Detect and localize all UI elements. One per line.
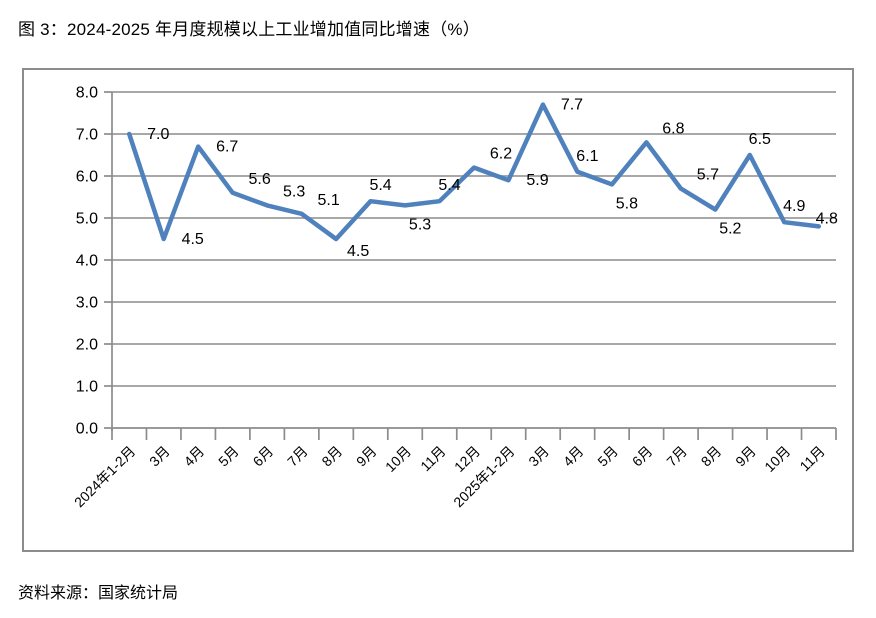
x-tick-label: 6月 (629, 443, 656, 470)
data-label: 4.5 (182, 231, 204, 248)
x-tick-label: 8月 (318, 443, 345, 470)
data-label: 6.2 (490, 146, 512, 163)
y-tick-label: 4.0 (76, 253, 98, 270)
x-tick-label: 11月 (796, 443, 827, 474)
data-label: 5.4 (438, 177, 460, 194)
data-label: 6.7 (216, 139, 238, 156)
x-tick-label: 9月 (732, 443, 759, 470)
source-note: 资料来源：国家统计局 (18, 585, 179, 602)
y-tick-label: 3.0 (76, 295, 98, 312)
data-label: 6.5 (749, 131, 771, 148)
x-tick-label: 8月 (698, 443, 725, 470)
data-label: 5.7 (697, 167, 719, 184)
data-label: 5.2 (719, 221, 741, 238)
line-chart: 0.0 1.0 2.0 3.0 4.0 5.0 6.0 7.0 8.0 2024年1-2月 3月 4月… (71, 85, 838, 511)
data-label: 7.7 (561, 97, 583, 114)
chart-frame: 0.0 1.0 2.0 3.0 4.0 5.0 6.0 7.0 8.0 2024年1-2月 3月 4月… (22, 68, 854, 552)
data-label: 5.6 (249, 171, 271, 188)
data-label: 4.5 (347, 243, 369, 260)
y-tick-label: 5.0 (76, 211, 98, 228)
x-tick-label: 2025年1-2月 (450, 443, 517, 510)
data-label: 5.3 (409, 216, 431, 233)
x-tick-label: 7月 (663, 443, 690, 470)
figure-title: 图 3：2024-2025 年月度规模以上工业增加值同比增速（%） (18, 20, 480, 39)
x-tick-label: 3月 (146, 443, 173, 470)
x-tick-label: 3月 (525, 443, 552, 470)
x-tick-label: 10月 (761, 443, 793, 475)
data-label: 5.8 (616, 195, 638, 212)
data-label: 6.1 (576, 148, 598, 165)
data-label: 5.3 (283, 183, 305, 200)
data-label: 5.1 (317, 192, 339, 209)
data-label: 4.8 (816, 210, 838, 227)
x-tick-label: 5月 (594, 443, 621, 470)
data-label: 4.9 (783, 198, 805, 215)
y-tick-label: 6.0 (76, 169, 98, 186)
x-tick-label: 6月 (250, 443, 277, 470)
data-label: 6.8 (662, 120, 684, 137)
data-label: 5.9 (526, 172, 548, 189)
y-tick-label: 0.0 (76, 421, 98, 438)
x-tick-label: 9月 (353, 443, 380, 470)
y-tick-label: 2.0 (76, 337, 98, 354)
x-tick-label: 2024年1-2月 (71, 443, 138, 510)
y-tick-label: 7.0 (76, 127, 98, 144)
x-tick-label: 4月 (560, 443, 587, 470)
x-tick-label: 10月 (382, 443, 414, 475)
x-tick-label: 4月 (181, 443, 208, 470)
series-line (126, 102, 822, 242)
x-tick-label: 7月 (284, 443, 311, 470)
y-tick-label: 1.0 (76, 379, 98, 396)
data-label: 5.4 (369, 177, 391, 194)
x-tick-label: 11月 (417, 443, 448, 474)
data-label: 7.0 (147, 126, 169, 143)
y-tick-label: 8.0 (76, 85, 98, 102)
x-tick-label: 5月 (215, 443, 242, 470)
